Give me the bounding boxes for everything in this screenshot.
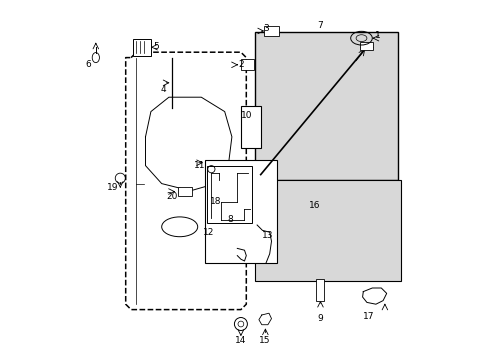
Bar bbox=[360, 42, 373, 50]
Text: 4: 4 bbox=[161, 85, 166, 94]
Text: 20: 20 bbox=[166, 192, 178, 201]
Bar bbox=[255, 180, 400, 281]
Bar bbox=[241, 59, 253, 70]
Bar bbox=[178, 187, 191, 196]
Bar bbox=[241, 106, 260, 148]
Text: 5: 5 bbox=[153, 42, 159, 51]
Text: 6: 6 bbox=[85, 60, 91, 69]
Text: 8: 8 bbox=[227, 215, 232, 224]
Text: 15: 15 bbox=[258, 336, 269, 345]
Text: 10: 10 bbox=[240, 111, 251, 120]
Bar bbox=[204, 160, 276, 263]
Text: 1: 1 bbox=[374, 31, 380, 40]
Text: 14: 14 bbox=[235, 336, 246, 345]
Text: 13: 13 bbox=[262, 231, 273, 240]
Text: 18: 18 bbox=[209, 197, 221, 206]
Polygon shape bbox=[258, 313, 271, 325]
Text: 16: 16 bbox=[308, 201, 320, 210]
Text: 2: 2 bbox=[238, 60, 243, 69]
Text: 7: 7 bbox=[317, 21, 322, 30]
Text: 19: 19 bbox=[107, 183, 119, 192]
Polygon shape bbox=[362, 288, 386, 304]
Bar bbox=[206, 166, 251, 223]
Text: 17: 17 bbox=[362, 312, 374, 321]
Text: 9: 9 bbox=[317, 314, 322, 323]
Bar bbox=[255, 32, 397, 180]
Text: 12: 12 bbox=[203, 228, 214, 237]
Text: 11: 11 bbox=[193, 161, 205, 170]
Bar bbox=[264, 26, 279, 36]
Text: 3: 3 bbox=[263, 24, 268, 33]
Bar bbox=[133, 39, 151, 56]
Bar bbox=[316, 279, 324, 301]
